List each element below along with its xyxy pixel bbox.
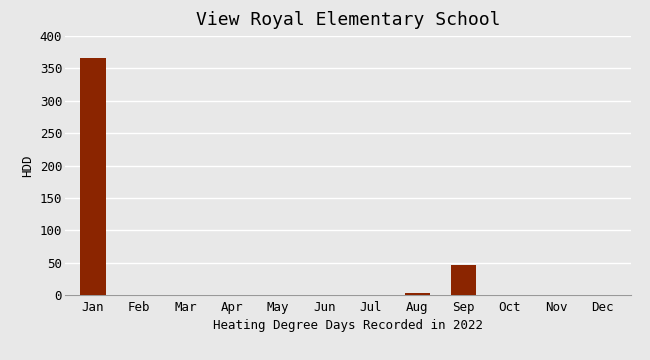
- Bar: [80, 58, 105, 295]
- Title: View Royal Elementary School: View Royal Elementary School: [196, 11, 500, 29]
- X-axis label: Heating Degree Days Recorded in 2022: Heating Degree Days Recorded in 2022: [213, 319, 483, 332]
- Bar: [451, 265, 476, 295]
- Bar: [404, 293, 430, 295]
- Y-axis label: HDD: HDD: [21, 154, 34, 177]
